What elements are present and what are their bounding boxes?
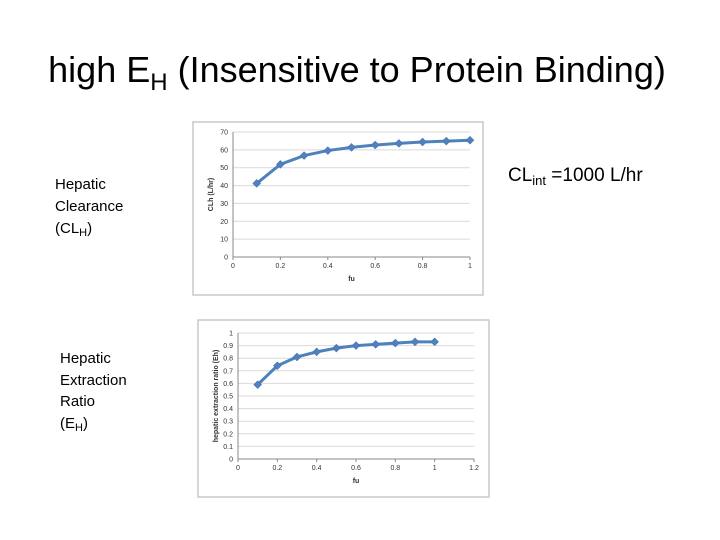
side-label-sub: H	[75, 422, 83, 434]
y-tick-label: 0	[224, 255, 228, 262]
side-label-text: )	[87, 220, 92, 237]
chart-frame	[192, 121, 484, 296]
x-tick-label: 1.2	[469, 465, 479, 472]
x-tick-label: 0.6	[351, 465, 361, 472]
side-label-sub: H	[79, 227, 87, 239]
x-tick-label: 0.4	[312, 465, 322, 472]
side-label: Hepatic	[55, 176, 106, 193]
y-tick-label: 0.2	[223, 431, 233, 438]
clint-text: CL	[508, 165, 532, 186]
x-tick-label: 0.2	[276, 263, 286, 270]
data-marker	[252, 179, 262, 188]
side-label-text: )	[83, 415, 88, 432]
x-tick-label: 0.2	[272, 465, 282, 472]
side-label-text: (CL	[55, 220, 79, 237]
y-tick-label: 0.1	[223, 444, 233, 451]
y-tick-label: 50	[220, 165, 228, 172]
data-line	[255, 138, 471, 185]
chart: 0 0.1 0.2 0.3 0.4 0.5 0.6 0.7 0.8 0.9 1 0 0.2 0.4 0.6 0…	[197, 319, 490, 498]
title-sub: H	[150, 69, 167, 96]
data-marker	[331, 343, 341, 353]
y-axis-title: hepatic extraction ratio (Eh)	[213, 350, 220, 443]
y-tick-label: 30	[220, 201, 228, 208]
x-tick-label: 0.4	[323, 263, 333, 270]
data-marker	[276, 159, 285, 169]
x-tick-label: 1	[433, 465, 437, 472]
side-label: Hepatic	[60, 350, 111, 367]
chart: 0 10 20 30 40 50 60 70 0 0.2 0.4 0.6 0.8 1 fu CLh (L/hr…	[192, 121, 484, 296]
side-label: (EH)	[60, 415, 88, 434]
slide-title: high EH (Insensitive to Protein Binding)	[48, 49, 666, 96]
y-tick-label: 0	[229, 457, 233, 464]
x-tick-label: 0	[231, 263, 235, 270]
data-marker	[292, 352, 302, 362]
data-marker	[465, 135, 475, 145]
y-tick-label: 0.9	[223, 343, 233, 350]
data-marker	[410, 337, 420, 347]
y-tick-label: 10	[220, 237, 228, 244]
data-marker	[351, 341, 361, 350]
clint-text: =1000 L/hr	[546, 165, 643, 186]
clint-note: CLint =1000 L/hr	[508, 165, 643, 188]
data-marker	[312, 347, 322, 357]
data-line	[256, 340, 435, 386]
side-label: (CLH)	[55, 220, 92, 239]
y-tick-label: 60	[220, 147, 228, 154]
y-tick-label: 70	[220, 130, 228, 137]
y-tick-label: 0.5	[223, 394, 233, 401]
x-axis-title: fu	[353, 478, 360, 485]
y-tick-label: 40	[220, 183, 228, 190]
x-tick-label: 0.6	[370, 263, 380, 270]
clint-sub: int	[532, 173, 546, 188]
data-marker	[253, 380, 263, 390]
data-marker	[390, 338, 400, 348]
y-tick-label: 0.4	[223, 406, 233, 413]
data-marker	[371, 339, 381, 349]
side-label: Ratio	[60, 393, 95, 410]
y-tick-label: 1	[229, 331, 233, 338]
y-tick-label: 0.6	[223, 381, 233, 388]
side-label: Extraction	[60, 372, 127, 389]
data-marker	[347, 143, 356, 152]
title-text: high E	[48, 49, 150, 90]
data-marker	[430, 337, 440, 347]
y-tick-label: 0.3	[223, 419, 233, 426]
title-text: (Insensitive to Protein Binding)	[168, 49, 666, 90]
data-marker	[441, 136, 451, 146]
y-tick-label: 0.8	[223, 356, 233, 363]
x-tick-label: 1	[468, 263, 472, 270]
data-marker	[394, 139, 404, 148]
x-axis-title: fu	[348, 276, 355, 283]
side-label: Clearance	[55, 198, 123, 215]
x-tick-label: 0	[236, 465, 240, 472]
data-marker	[418, 137, 427, 147]
y-axis-title: CLh (L/hr)	[208, 178, 215, 211]
y-tick-label: 0.7	[223, 368, 233, 375]
data-marker	[370, 140, 380, 150]
data-marker	[323, 146, 333, 155]
x-tick-label: 0.8	[390, 465, 400, 472]
side-label-text: (E	[60, 415, 75, 432]
x-tick-label: 0.8	[418, 263, 428, 270]
y-tick-label: 20	[220, 219, 228, 226]
data-marker	[272, 361, 282, 371]
data-marker	[299, 151, 309, 160]
